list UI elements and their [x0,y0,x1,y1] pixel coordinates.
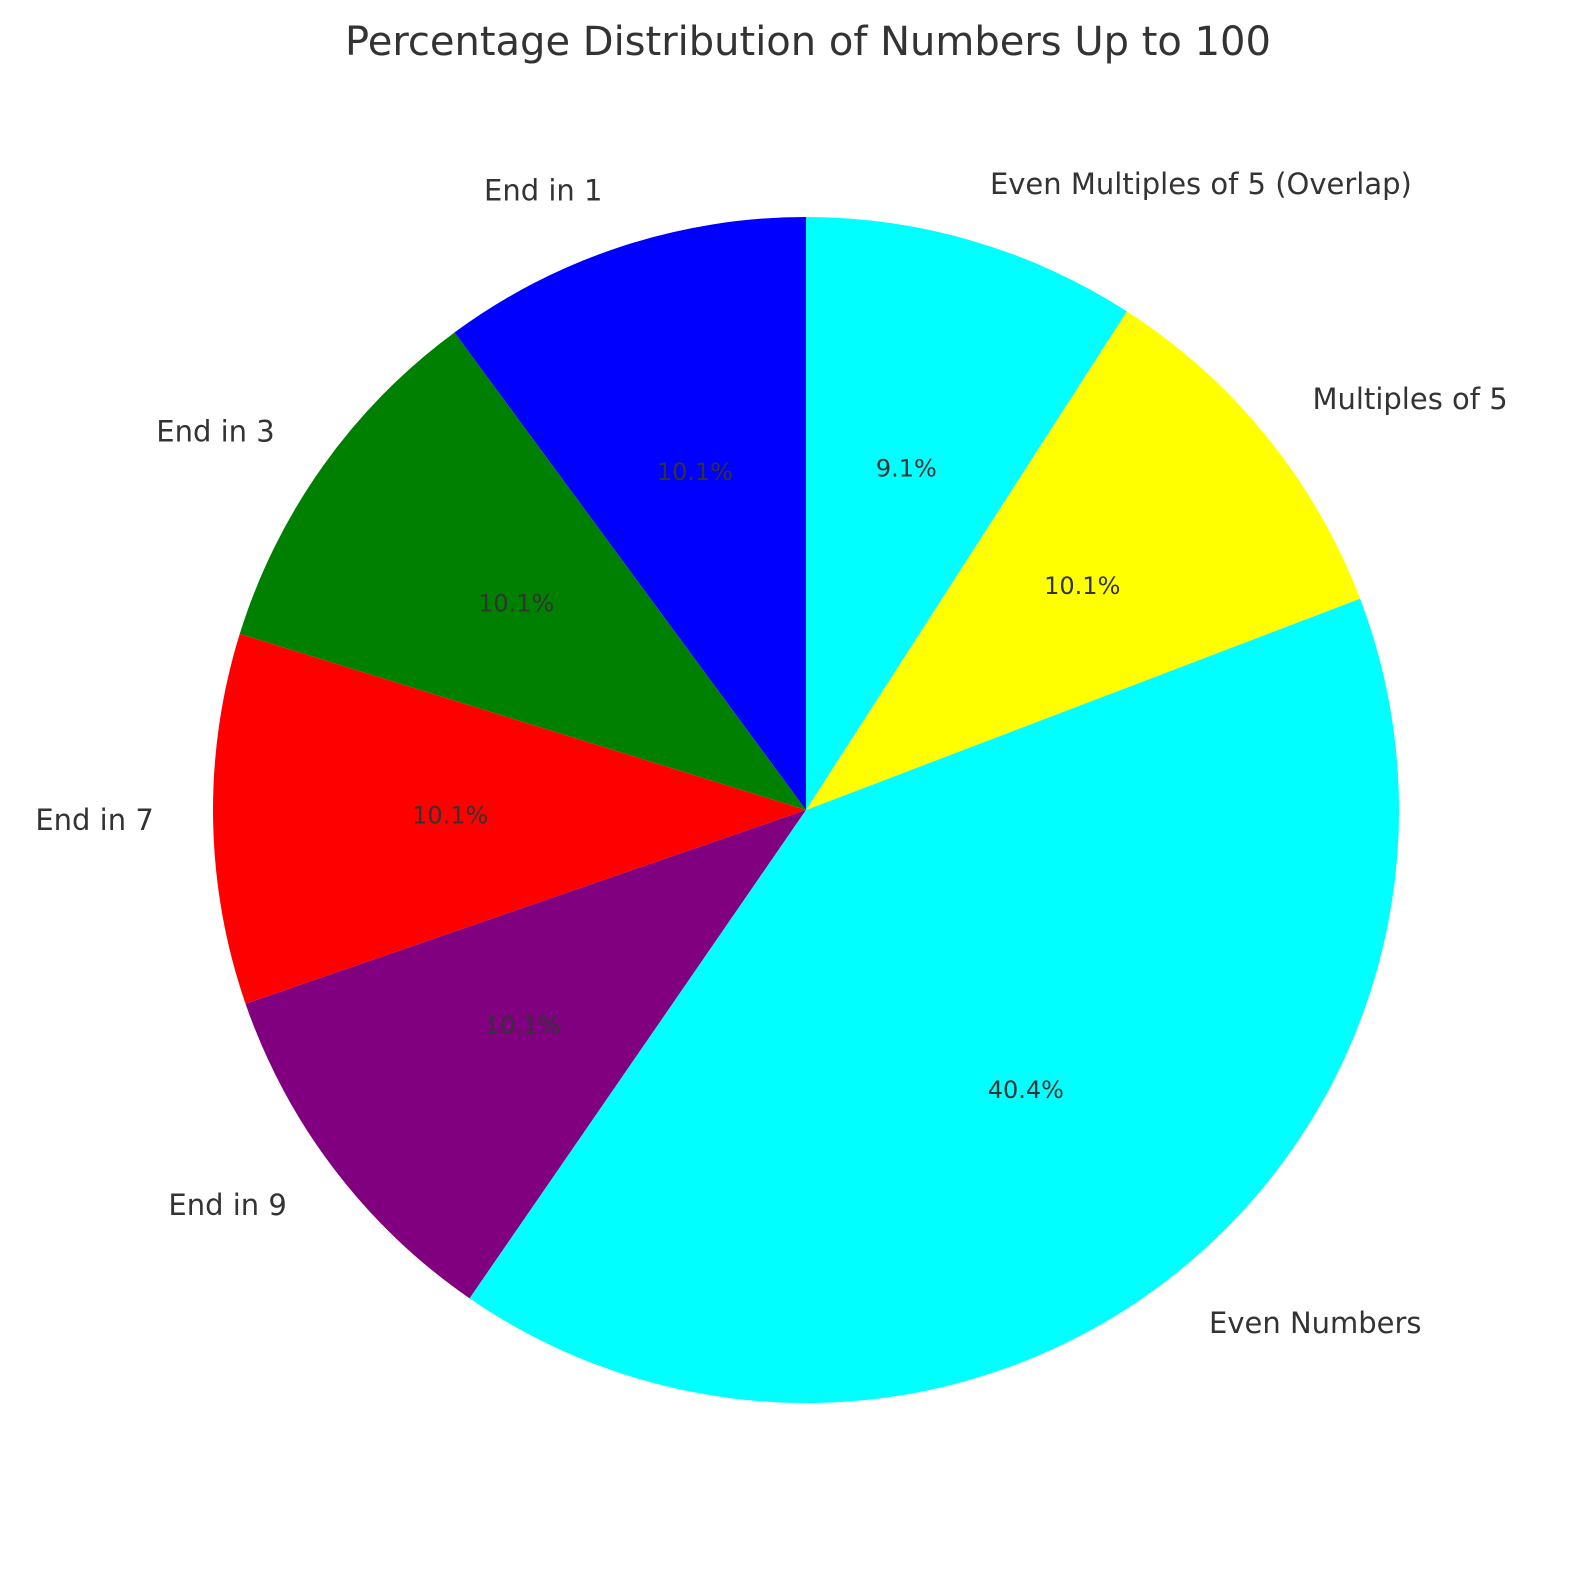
slice-label-end-in-9: End in 9 [168,1188,286,1222]
slice-percent-even-numbers: 40.4% [988,1076,1064,1104]
pie-slice-even-numbers [469,598,1399,1403]
chart-title: Percentage Distribution of Numbers Up to… [345,19,1271,65]
slice-label-end-in-1: End in 1 [484,173,602,207]
pie-slice-end-in-1 [454,217,806,810]
slice-percent-end-in-3: 10.1% [478,590,554,618]
pie-slices [212,217,1399,1403]
slice-percent-end-in-1: 10.1% [657,458,733,486]
pie-percent-labels: 10.1% 10.1% 10.1% 10.1% 40.4% 10.1% 9.1% [412,455,1120,1104]
slice-label-even-numbers: Even Numbers [1209,1306,1422,1340]
pie-slice-multiples-of-5 [806,311,1361,810]
slice-label-multiples-of-5: Multiples of 5 [1313,382,1508,416]
pie-slice-even-multiples-of-5-overlap [806,217,1127,810]
slice-label-end-in-3: End in 3 [156,415,274,449]
slice-percent-multiples-of-5: 10.1% [1044,572,1120,600]
pie-slice-end-in-9 [245,810,807,1299]
slice-percent-even-multiples-of-5-overlap: 9.1% [876,455,937,483]
pie-slice-end-in-3 [239,332,806,810]
pie-slice-end-in-7 [212,633,806,1004]
pie-slice-labels: End in 1 End in 3 End in 7 End in 9 Even Num… [35,167,1507,1340]
slice-label-end-in-7: End in 7 [35,803,153,837]
slice-percent-end-in-9: 10.1% [485,1011,561,1039]
slice-percent-end-in-7: 10.1% [412,802,488,830]
slice-label-even-multiples-of-5-overlap: Even Multiples of 5 (Overlap) [990,167,1412,201]
